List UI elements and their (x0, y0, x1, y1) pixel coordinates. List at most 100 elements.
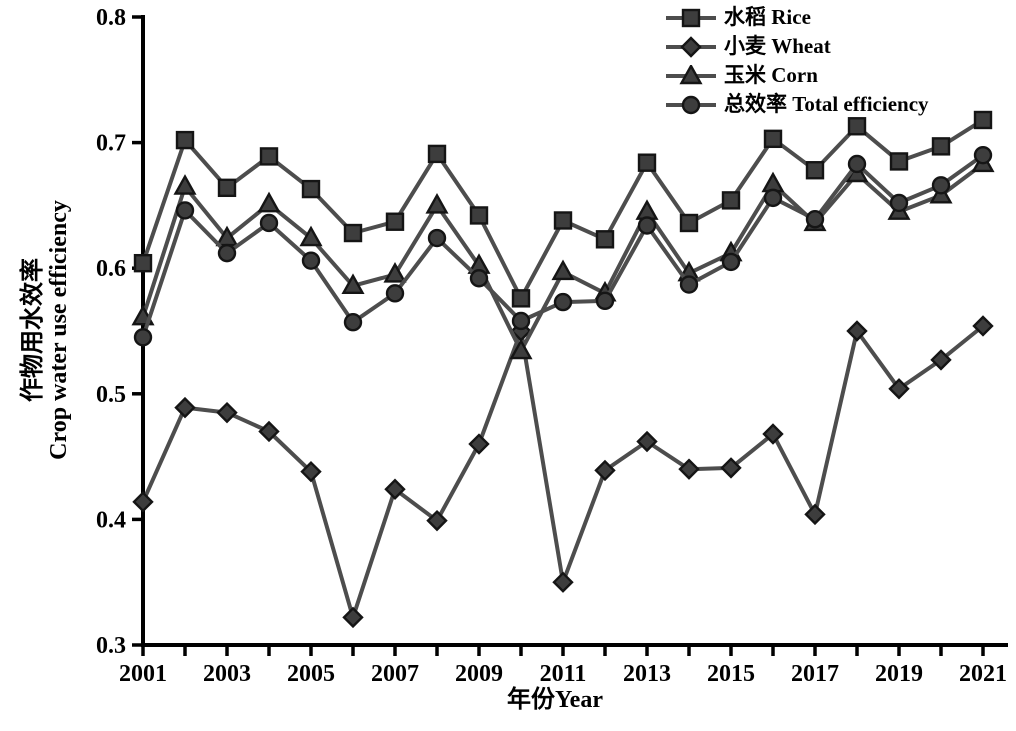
x-tick-label: 2021 (959, 661, 1007, 687)
y-tick-label: 0.8 (96, 5, 126, 31)
triangle-marker (551, 259, 575, 281)
square-marker (301, 179, 321, 199)
legend-item-total-efficiency: 总效率 Total efficiency (664, 90, 929, 119)
y-axis-title-chinese: 作物用水效率 (18, 258, 46, 402)
diamond-marker (762, 423, 784, 445)
x-tick-label: 2019 (875, 661, 923, 687)
axes: 0.3 0.4 0.5 0.6 0.7 0.8 2001 2003 2005 2007 2009 20… (96, 5, 1008, 687)
legend-item-wheat: 小麦 Wheat (664, 32, 929, 61)
square-marker (343, 223, 363, 243)
circle-marker (679, 275, 699, 294)
square-marker (973, 110, 993, 130)
y-tick-label: 0.4 (96, 507, 126, 533)
circle-marker (595, 291, 615, 311)
circle-marker (553, 292, 573, 312)
square-marker (847, 117, 867, 136)
x-tick-label: 2007 (371, 661, 419, 687)
diamond-marker (720, 457, 742, 479)
square-marker (385, 212, 405, 231)
diamond-marker (384, 478, 406, 500)
series-diamond (132, 315, 994, 629)
x-tick-label: 2003 (203, 661, 251, 687)
triangle-marker (425, 192, 449, 214)
chart-legend: 水稻 Rice 小麦 Wheat 玉米 Corn 总效率 Total effic… (664, 3, 929, 119)
x-tick-label: 2001 (119, 661, 167, 687)
y-axis-title-english: Crop water use efficiency (46, 200, 72, 460)
diamond-marker (132, 491, 154, 513)
diamond-marker (678, 458, 700, 480)
diamond-marker (636, 430, 658, 453)
circle-marker (133, 328, 153, 347)
x-tick-label: 2005 (287, 661, 335, 687)
square-marker (133, 253, 153, 273)
diamond-marker (426, 509, 448, 532)
square-marker (511, 289, 531, 308)
square-marker (681, 8, 701, 27)
diamond-marker (846, 320, 868, 342)
x-tick-label: 2017 (791, 661, 839, 687)
diamond-marker (930, 349, 952, 371)
series-square (133, 110, 993, 308)
square-marker (553, 211, 573, 230)
circle-marker (217, 243, 237, 263)
circle-marker (889, 193, 909, 213)
diamond-marker (468, 433, 490, 455)
square-marker (469, 206, 489, 225)
diamond-marker (552, 571, 574, 593)
rice-square-marker-icon (666, 8, 716, 27)
x-tick-label: 2009 (455, 661, 503, 687)
square-marker (679, 213, 699, 233)
square-marker (721, 191, 741, 210)
corn-triangle-marker-icon (666, 64, 716, 84)
circle-marker (511, 311, 531, 331)
triangle-marker (383, 262, 407, 283)
y-tick-label: 0.5 (96, 382, 126, 408)
square-marker (217, 178, 237, 198)
triangle-marker (257, 191, 281, 213)
square-marker (931, 137, 951, 156)
axis-labels: 年份Year 作物用水效率 Crop water use efficiency (18, 200, 603, 713)
triangle-marker (679, 64, 703, 84)
legend-item-corn: 玉米 Corn (664, 61, 929, 90)
diamond-marker (258, 420, 280, 443)
legend-label-wheat: 小麦 Wheat (724, 34, 831, 58)
triangle-marker (635, 199, 659, 220)
circle-marker (931, 176, 951, 195)
y-tick-label: 0.7 (96, 131, 126, 157)
data-series (131, 110, 995, 629)
diamond-marker (888, 378, 910, 400)
circle-marker (681, 95, 701, 114)
diamond-marker (804, 503, 826, 526)
circle-marker (973, 145, 993, 165)
circle-marker (763, 188, 783, 208)
diamond-marker (680, 35, 702, 58)
circle-marker (301, 251, 321, 270)
square-marker (805, 161, 825, 180)
total-efficiency-circle-marker-icon (666, 95, 716, 114)
circle-marker (427, 228, 447, 248)
circle-marker (385, 284, 405, 303)
diamond-marker (342, 606, 364, 629)
y-tick-label: 0.3 (96, 633, 126, 659)
square-marker (259, 147, 279, 166)
circle-marker (469, 269, 489, 288)
circle-marker (805, 210, 825, 229)
circle-marker (175, 201, 195, 220)
y-tick-label: 0.6 (96, 256, 126, 282)
diamond-marker (594, 459, 616, 482)
square-marker (175, 130, 195, 150)
wheat-diamond-marker-icon (666, 35, 716, 58)
triangle-marker (341, 273, 365, 294)
triangle-marker (509, 338, 533, 360)
square-marker (637, 153, 657, 172)
square-marker (427, 144, 447, 164)
circle-marker (721, 252, 741, 272)
x-axis-title: 年份Year (507, 685, 603, 713)
legend-label-rice: 水稻 Rice (724, 5, 811, 29)
diamond-marker (300, 460, 322, 483)
x-tick-label: 2013 (623, 661, 671, 687)
x-tick-label: 2015 (707, 661, 755, 687)
diamond-marker (216, 401, 238, 424)
series-circle (133, 145, 993, 347)
